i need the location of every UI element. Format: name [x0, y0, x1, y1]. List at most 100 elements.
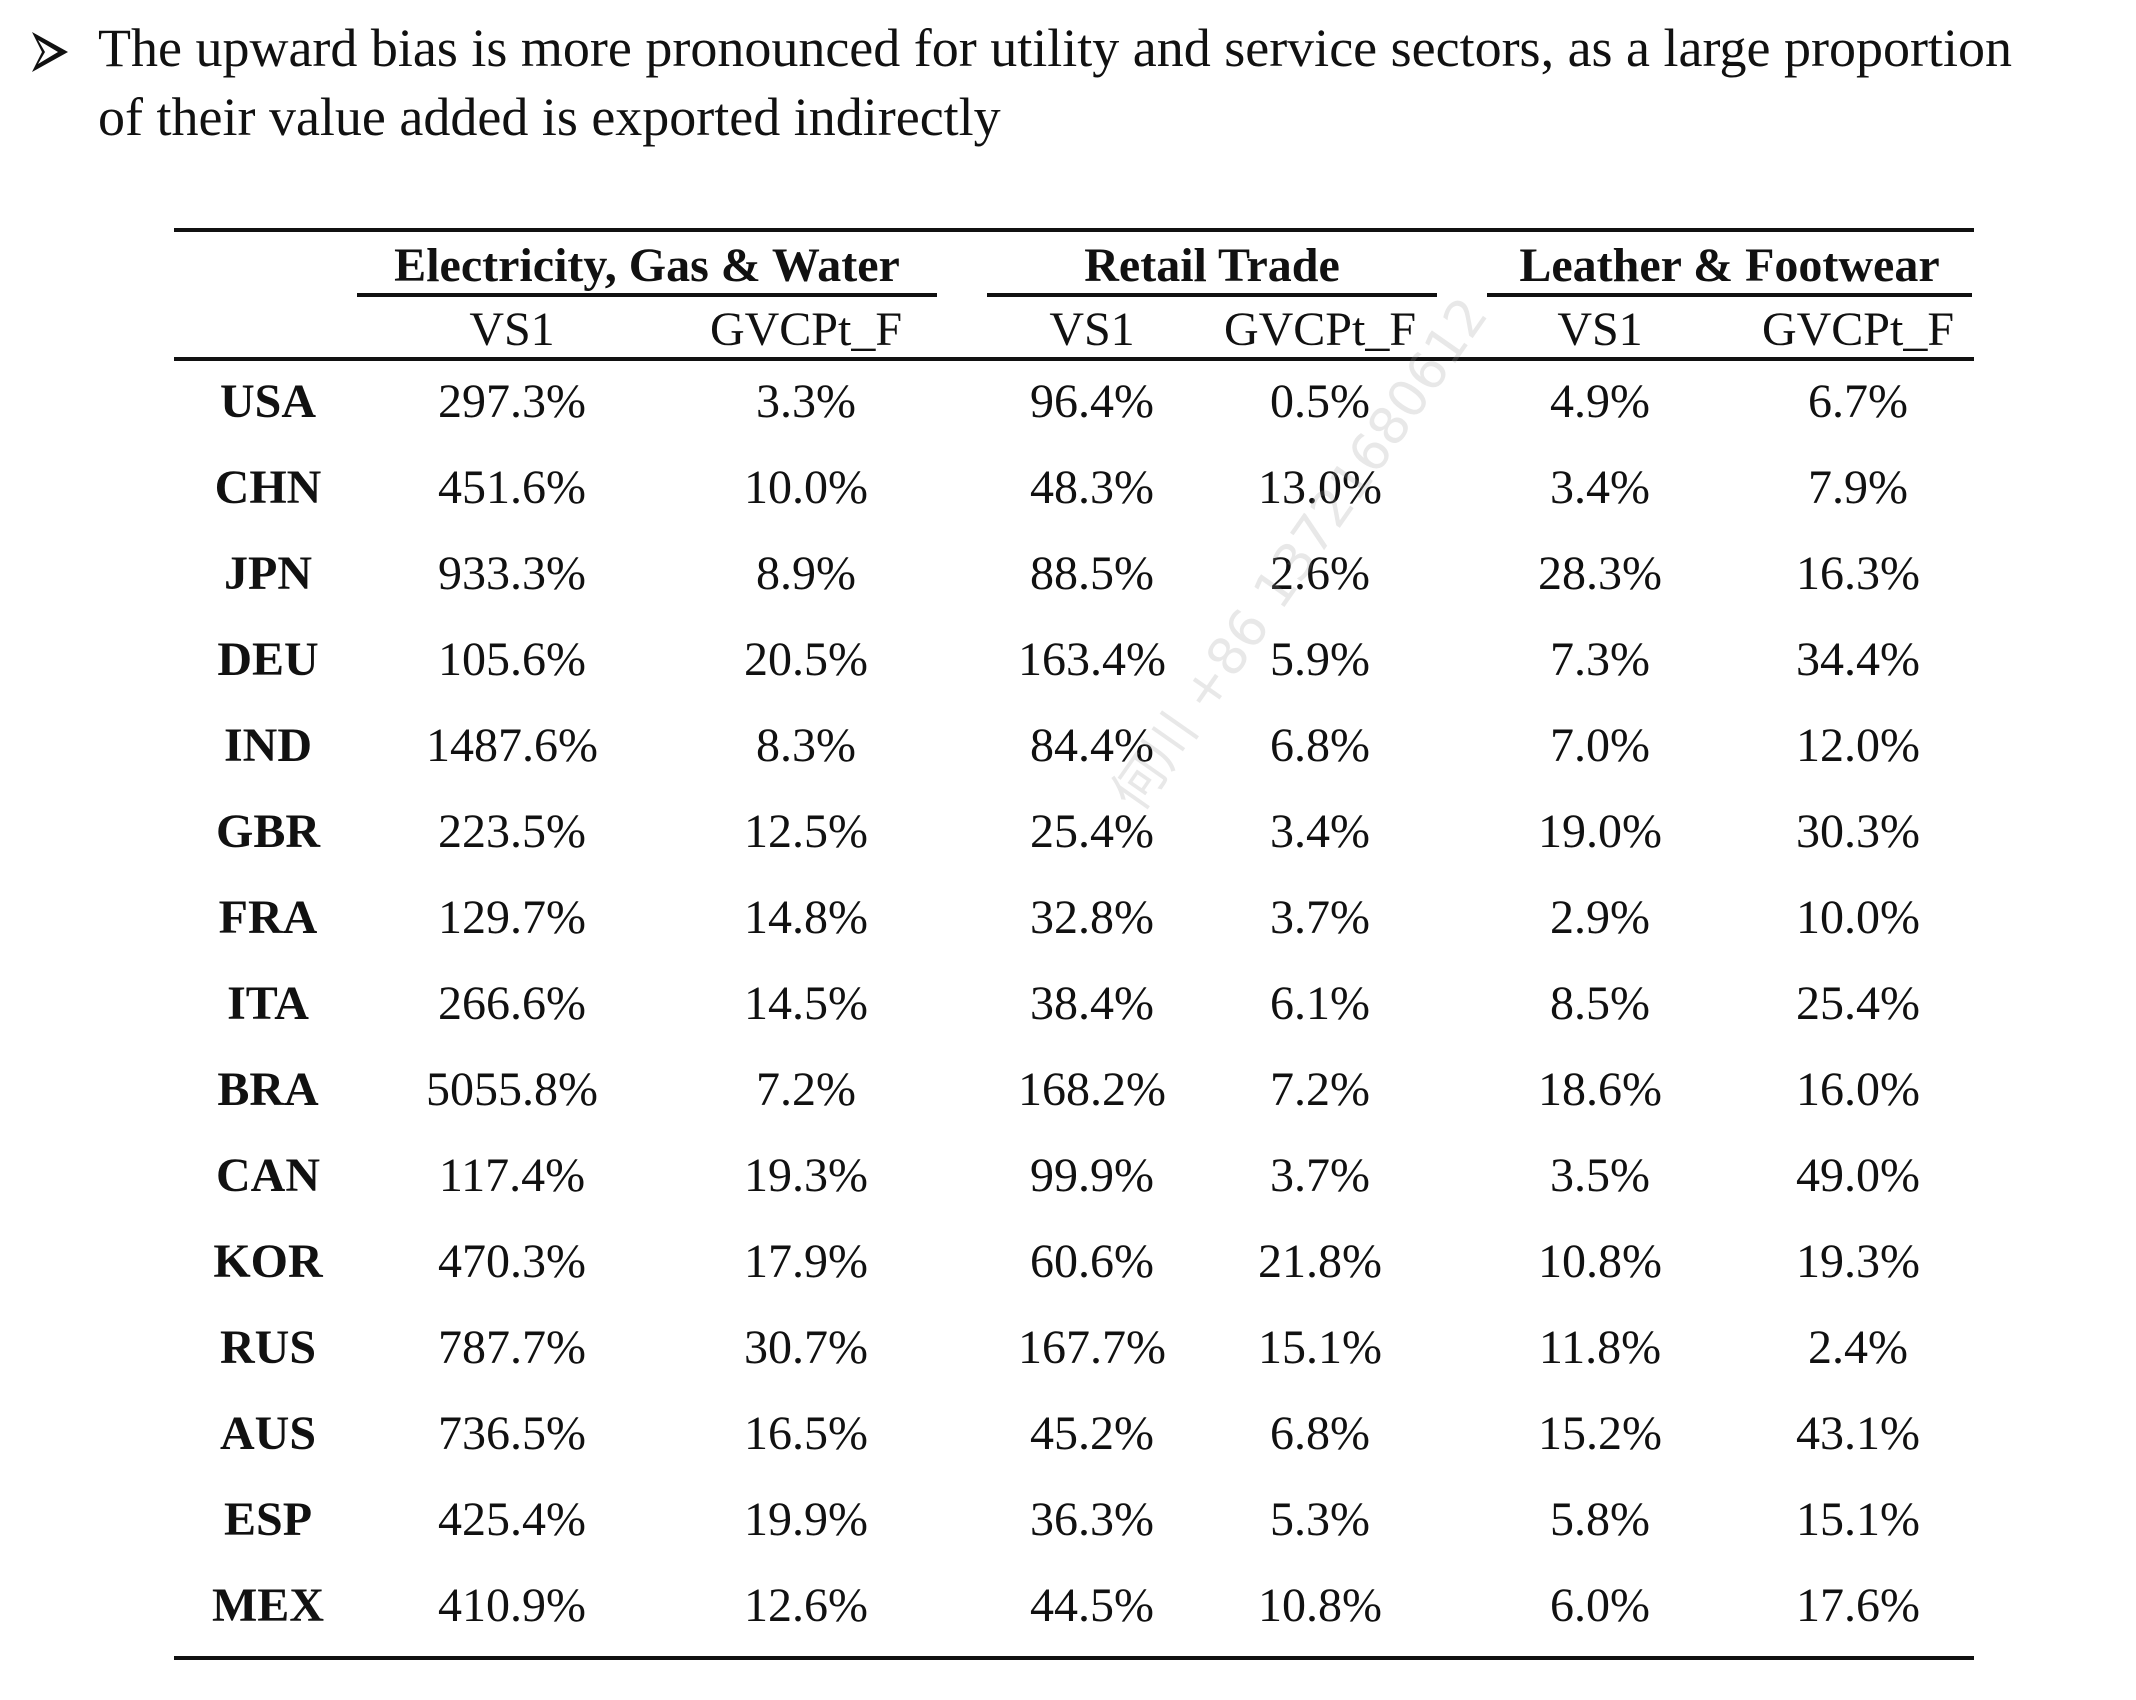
table-cell: 2.6%: [1270, 547, 1370, 600]
table-cell: 84.4%: [1030, 719, 1154, 772]
table-cell: 3.3%: [756, 375, 856, 428]
table-cell: 12.6%: [744, 1579, 868, 1632]
table-cell: 6.1%: [1270, 977, 1370, 1030]
table-cell: 60.6%: [1030, 1235, 1154, 1288]
table-cell: 43.1%: [1796, 1407, 1920, 1460]
table-cell: 17.9%: [744, 1235, 868, 1288]
table-cell: 34.4%: [1796, 633, 1920, 686]
row-country: ESP: [223, 1493, 313, 1546]
table-cell: 5.8%: [1550, 1493, 1650, 1546]
row-country: MEX: [212, 1579, 324, 1632]
table-cell: 7.0%: [1550, 719, 1650, 772]
table-cell: 8.9%: [756, 547, 856, 600]
column-header: VS1: [469, 303, 555, 356]
table-cell: 168.2%: [1018, 1063, 1166, 1116]
table-cell: 19.0%: [1538, 805, 1662, 858]
table-cell: 18.6%: [1538, 1063, 1662, 1116]
table-cell: 49.0%: [1796, 1149, 1920, 1202]
arrow-bullet-icon: [32, 32, 68, 72]
table-cell: 117.4%: [438, 1149, 586, 1202]
header-bottom-rule: [174, 357, 1974, 361]
table-cell: 25.4%: [1030, 805, 1154, 858]
table-cell: 451.6%: [438, 461, 586, 514]
group-underline: [987, 293, 1437, 297]
row-country: FRA: [218, 891, 318, 944]
table-cell: 5055.8%: [426, 1063, 598, 1116]
table-cell: 297.3%: [438, 375, 586, 428]
table-cell: 0.5%: [1270, 375, 1370, 428]
table-cell: 28.3%: [1538, 547, 1662, 600]
table-cell: 933.3%: [438, 547, 586, 600]
row-country: CHN: [214, 461, 322, 514]
table-cell: 12.5%: [744, 805, 868, 858]
table-cell: 7.2%: [1270, 1063, 1370, 1116]
table-cell: 3.7%: [1270, 1149, 1370, 1202]
table-cell: 2.4%: [1808, 1321, 1908, 1374]
table-cell: 14.8%: [744, 891, 868, 944]
row-country: IND: [223, 719, 312, 772]
column-header: GVCPt_F: [709, 303, 903, 356]
table-cell: 266.6%: [438, 977, 586, 1030]
column-header: VS1: [1557, 303, 1643, 356]
table-cell: 36.3%: [1030, 1493, 1154, 1546]
table-cell: 16.5%: [744, 1407, 868, 1460]
table-cell: 19.9%: [744, 1493, 868, 1546]
table-cell: 45.2%: [1030, 1407, 1154, 1460]
table-cell: 7.3%: [1550, 633, 1650, 686]
table-cell: 2.9%: [1550, 891, 1650, 944]
row-country: RUS: [219, 1321, 317, 1374]
group-header: Leather & Footwear: [1519, 239, 1940, 292]
table-cell: 30.7%: [744, 1321, 868, 1374]
table-cell: 48.3%: [1030, 461, 1154, 514]
table-cell: 21.8%: [1258, 1235, 1382, 1288]
table-cell: 99.9%: [1030, 1149, 1154, 1202]
table-cell: 7.2%: [756, 1063, 856, 1116]
table-cell: 5.9%: [1270, 633, 1370, 686]
table-cell: 38.4%: [1030, 977, 1154, 1030]
table-cell: 425.4%: [438, 1493, 586, 1546]
table-cell: 787.7%: [438, 1321, 586, 1374]
table-cell: 16.3%: [1796, 547, 1920, 600]
row-country: DEU: [217, 633, 319, 686]
table-cell: 470.3%: [438, 1235, 586, 1288]
table-cell: 8.3%: [756, 719, 856, 772]
table-cell: 6.8%: [1270, 719, 1370, 772]
table-cell: 20.5%: [744, 633, 868, 686]
table-cell: 6.7%: [1808, 375, 1908, 428]
table-cell: 15.2%: [1538, 1407, 1662, 1460]
table-cell: 96.4%: [1030, 375, 1154, 428]
row-country: USA: [219, 375, 317, 428]
table-cell: 10.0%: [1796, 891, 1920, 944]
group-header: Electricity, Gas & Water: [394, 239, 900, 292]
table-cell: 223.5%: [438, 805, 586, 858]
row-country: BRA: [217, 1063, 319, 1116]
table-cell: 3.7%: [1270, 891, 1370, 944]
row-country: CAN: [216, 1149, 320, 1202]
group-underline: [357, 293, 937, 297]
table-top-rule: [174, 228, 1974, 232]
table-cell: 10.0%: [744, 461, 868, 514]
table-cell: 13.0%: [1258, 461, 1382, 514]
table-cell: 10.8%: [1258, 1579, 1382, 1632]
table-cell: 19.3%: [744, 1149, 868, 1202]
table-cell: 105.6%: [438, 633, 586, 686]
table-cell: 8.5%: [1550, 977, 1650, 1030]
column-header: VS1: [1049, 303, 1135, 356]
table-cell: 6.0%: [1550, 1579, 1650, 1632]
column-header: GVCPt_F: [1223, 303, 1417, 356]
table-cell: 17.6%: [1796, 1579, 1920, 1632]
row-country: ITA: [227, 977, 309, 1030]
table-cell: 32.8%: [1030, 891, 1154, 944]
table-cell: 736.5%: [438, 1407, 586, 1460]
row-country: AUS: [219, 1407, 317, 1460]
table-cell: 16.0%: [1796, 1063, 1920, 1116]
row-country: GBR: [215, 805, 320, 858]
table-cell: 129.7%: [438, 891, 586, 944]
table-cell: 5.3%: [1270, 1493, 1370, 1546]
table-cell: 44.5%: [1030, 1579, 1154, 1632]
table-cell: 7.9%: [1808, 461, 1908, 514]
headline: The upward bias is more pronounced for u…: [98, 18, 2012, 147]
table-cell: 10.8%: [1538, 1235, 1662, 1288]
row-country: KOR: [213, 1235, 323, 1288]
table-cell: 30.3%: [1796, 805, 1920, 858]
